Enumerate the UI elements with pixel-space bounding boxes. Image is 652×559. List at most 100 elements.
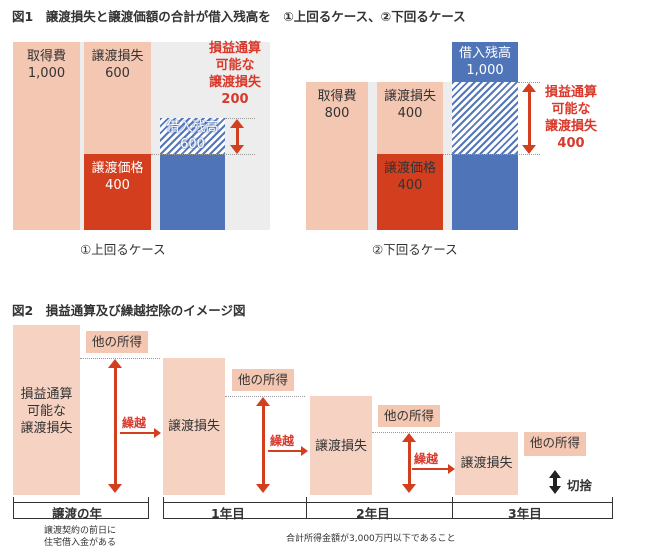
case1-acq-value: 1,000 <box>27 66 66 81</box>
case1-loan-value: 600 <box>180 137 205 152</box>
year0-loss-line3: 譲渡損失 <box>20 421 73 436</box>
year-axis-line-1 <box>163 502 613 503</box>
note-left-line1: 譲渡契約の前日に <box>43 526 116 536</box>
carry-arrow-3-shaft <box>412 468 449 470</box>
cutoff-label: 切捨 <box>567 478 593 493</box>
year-axis-tick-3 <box>452 497 453 519</box>
case1-loss-label: 譲渡損失 <box>91 49 144 64</box>
carry-label-1: 繰越 <box>122 416 147 430</box>
case2-loan-bottom-block <box>452 154 518 230</box>
case2-deductible-line2: 可能な <box>551 102 591 117</box>
carry-arrow-1-head <box>154 428 161 438</box>
year2-other-income-box: 他の所得 <box>378 405 440 427</box>
year0-other-income-box: 他の所得 <box>86 331 148 353</box>
case1-loss-block: 譲渡損失 600 <box>84 42 151 154</box>
cutoff-arrow-up-head <box>549 470 561 478</box>
case1-deductible-value: 200 <box>221 92 249 107</box>
year0-arrow-down-head <box>108 484 122 493</box>
fig2-title: 図2 損益通算及び繰越控除のイメージ図 <box>12 303 246 318</box>
year-label-1: 1年目 <box>211 506 245 521</box>
year1-other-income-box: 他の所得 <box>232 369 294 391</box>
case2-price-value: 400 <box>397 178 423 193</box>
case1-deductible-text: 損益通算 可能な 譲渡損失 200 <box>195 40 275 108</box>
case2-acq-value: 800 <box>324 106 350 121</box>
case2-loss-label: 譲渡損失 <box>383 89 436 104</box>
case2-deductible-value: 400 <box>557 136 585 151</box>
year2-loss-label: 譲渡損失 <box>314 439 367 454</box>
year2-arrow-shaft <box>408 440 411 487</box>
year3-other-income-box: 他の所得 <box>524 432 586 456</box>
note-left-line2: 住宅借入金がある <box>43 538 116 548</box>
case1-arrow-down-head <box>230 145 244 154</box>
carry-label-3: 繰越 <box>414 452 439 466</box>
year2-dotted-line <box>372 432 452 433</box>
case1-arrow-up-head <box>230 119 244 128</box>
carry-arrow-2-head <box>301 446 308 456</box>
case1-caption: ①上回るケース <box>80 242 166 257</box>
case1-loan-label: 借入残高 <box>166 120 219 135</box>
year-label-3: 3年目 <box>508 506 542 521</box>
cutoff-arrow-shaft <box>553 477 557 486</box>
case2-deductible-line3: 譲渡損失 <box>544 119 597 134</box>
case1-arrow-shaft <box>236 126 239 147</box>
case1-deductible-line2: 可能な <box>215 58 255 73</box>
year-axis-line-0 <box>13 502 148 503</box>
year1-loss-label: 譲渡損失 <box>167 419 220 434</box>
year3-loss-label: 譲渡損失 <box>460 456 513 471</box>
year-axis-tick-0 <box>13 497 14 519</box>
year-axis-tick-4 <box>612 497 613 519</box>
case2-arrow-down-head <box>522 145 536 154</box>
year1-loss-block: 譲渡損失 <box>163 358 225 495</box>
case2-deductible-text: 損益通算 可能な 譲渡損失 400 <box>535 84 607 152</box>
case1-price-label: 譲渡価格 <box>91 161 144 176</box>
carry-arrow-3-head <box>448 464 455 474</box>
note-left: 譲渡契約の前日に 住宅借入金がある <box>20 525 140 549</box>
case2-acquisition-cost-block: 取得費 800 <box>306 82 368 230</box>
year0-loss-block: 損益通算 可能な 譲渡損失 <box>13 325 80 495</box>
year1-arrow-down-head <box>256 484 270 493</box>
year-axis-bottom-0 <box>13 518 148 519</box>
case2-caption: ②下回るケース <box>372 242 458 257</box>
case1-dotted-line-top <box>225 118 255 119</box>
case1-loss-value: 600 <box>105 66 130 81</box>
case2-acq-label: 取得費 <box>317 89 357 104</box>
year-axis-tick-0b <box>148 497 149 519</box>
case2-loan-top-block: 借入残高 1,000 <box>452 42 518 82</box>
case2-dotted-line-bottom <box>443 154 540 155</box>
case2-price-block: 譲渡価格 400 <box>377 154 443 230</box>
year-label-2: 2年目 <box>356 506 390 521</box>
year3-loss-block: 譲渡損失 <box>455 432 518 495</box>
year0-arrow-shaft <box>114 366 117 487</box>
year-axis-tick-1 <box>163 497 164 519</box>
year0-loss-line1: 損益通算 <box>20 387 73 402</box>
year-axis-bottom-1 <box>163 518 613 519</box>
note-right: 合計所得金額が3,000万円以下であること <box>286 534 456 544</box>
year1-arrow-shaft <box>262 404 265 487</box>
case2-loan-label: 借入残高 <box>458 46 511 61</box>
case2-deductible-line1: 損益通算 <box>544 85 597 100</box>
cutoff-arrow-down-head <box>549 486 561 494</box>
case1-acquisition-cost-block: 取得費 1,000 <box>13 42 80 230</box>
carry-arrow-1-shaft <box>120 432 155 434</box>
case1-deductible-line3: 譲渡損失 <box>208 75 261 90</box>
carry-label-2: 繰越 <box>270 434 295 448</box>
fig1-title: 図1 譲渡損失と譲渡価額の合計が借入残高を ①上回るケース、②下回るケース <box>12 9 466 24</box>
case2-arrow-shaft <box>528 90 531 147</box>
case1-deductible-line1: 損益通算 <box>208 41 261 56</box>
case1-loan-solid-block <box>160 154 225 230</box>
case1-price-value: 400 <box>105 178 130 193</box>
case2-loss-value: 400 <box>397 106 423 121</box>
year-axis-tick-2 <box>306 497 307 519</box>
year1-dotted-line <box>225 396 305 397</box>
case1-loan-hatched-block: 借入残高 600 <box>160 118 225 154</box>
year-label-0: 譲渡の年 <box>52 506 103 521</box>
year2-arrow-up-head <box>402 433 416 442</box>
year1-arrow-up-head <box>256 397 270 406</box>
year0-loss-line2: 可能な <box>26 404 66 419</box>
case2-loan-value: 1,000 <box>466 63 504 78</box>
year2-arrow-down-head <box>402 484 416 493</box>
case1-dotted-line-bottom <box>151 154 255 155</box>
case1-acq-label: 取得費 <box>26 49 66 64</box>
carry-arrow-2-shaft <box>268 450 302 452</box>
case2-loan-hatched-block <box>452 82 518 154</box>
